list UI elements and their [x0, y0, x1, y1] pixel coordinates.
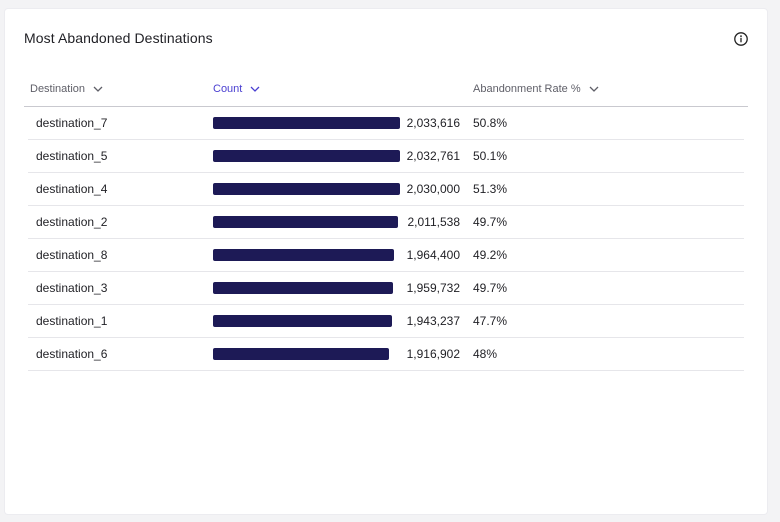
table-row: destination_8 1,964,400 49.2%	[28, 239, 744, 272]
column-header-count[interactable]: Count	[213, 83, 260, 95]
count-cell: 1,964,400	[406, 248, 460, 262]
count-bar	[213, 249, 394, 261]
count-cell: 1,916,902	[406, 347, 460, 361]
count-cell: 2,011,538	[407, 215, 461, 229]
table-body: destination_7 2,033,616 50.8% destination_5…	[24, 107, 748, 371]
count-bar	[213, 315, 392, 327]
count-bar	[213, 150, 400, 162]
column-header-abandonment-rate[interactable]: Abandonment Rate %	[473, 83, 599, 95]
count-cell: 2,033,616	[406, 116, 460, 130]
count-bar	[213, 117, 400, 129]
abandonment-rate-cell: 47.7%	[473, 314, 508, 328]
abandonment-rate-cell: 48%	[473, 347, 498, 361]
column-header-label: Count	[213, 83, 243, 95]
count-bar-track	[213, 183, 400, 195]
count-cell: 2,032,761	[406, 149, 460, 163]
count-bar	[213, 183, 400, 195]
count-cell: 1,943,237	[406, 314, 460, 328]
destinations-table: Destination Count Abandonment Rate % des…	[24, 79, 748, 371]
most-abandoned-destinations-card: Most Abandoned Destinations Destination …	[5, 9, 767, 514]
destination-cell: destination_7	[36, 116, 108, 130]
column-header-destination[interactable]: Destination	[30, 83, 103, 95]
destination-cell: destination_5	[36, 149, 108, 163]
table-row: destination_6 1,916,902 48%	[28, 338, 744, 371]
column-header-label: Destination	[30, 83, 86, 95]
count-cell: 2,030,000	[406, 182, 460, 196]
count-cell: 1,959,732	[406, 281, 460, 295]
count-bar-track	[213, 150, 400, 162]
abandonment-rate-cell: 49.7%	[473, 215, 508, 229]
destination-cell: destination_6	[36, 347, 108, 361]
count-bar-track	[213, 315, 400, 327]
destination-cell: destination_1	[36, 314, 108, 328]
info-circle-icon[interactable]	[733, 31, 749, 47]
table-row: destination_3 1,959,732 49.7%	[28, 272, 744, 305]
count-bar-track	[213, 249, 400, 261]
column-header-label: Abandonment Rate %	[473, 83, 581, 95]
abandonment-rate-cell: 50.8%	[473, 116, 508, 130]
count-bar-track	[213, 282, 400, 294]
abandonment-rate-cell: 49.7%	[473, 281, 508, 295]
count-bar	[213, 282, 394, 294]
table-header: Destination Count Abandonment Rate %	[24, 79, 748, 107]
card-title: Most Abandoned Destinations	[24, 30, 213, 46]
abandonment-rate-cell: 50.1%	[473, 149, 508, 163]
chevron-down-icon	[589, 86, 599, 92]
count-bar-track	[213, 348, 400, 360]
destination-cell: destination_2	[36, 215, 108, 229]
destination-cell: destination_4	[36, 182, 108, 196]
destination-cell: destination_3	[36, 281, 108, 295]
count-bar-track	[213, 216, 400, 228]
chevron-down-icon	[93, 86, 103, 92]
destination-cell: destination_8	[36, 248, 108, 262]
table-row: destination_1 1,943,237 47.7%	[28, 305, 744, 338]
abandonment-rate-cell: 49.2%	[473, 248, 508, 262]
table-row: destination_2 2,011,538 49.7%	[28, 206, 744, 239]
abandonment-rate-cell: 51.3%	[473, 182, 508, 196]
table-row: destination_5 2,032,761 50.1%	[28, 140, 744, 173]
count-bar-track	[213, 117, 400, 129]
table-row: destination_4 2,030,000 51.3%	[28, 173, 744, 206]
count-bar	[213, 348, 390, 360]
table-row: destination_7 2,033,616 50.8%	[28, 107, 744, 140]
count-bar	[213, 216, 398, 228]
chevron-down-icon	[250, 86, 260, 92]
